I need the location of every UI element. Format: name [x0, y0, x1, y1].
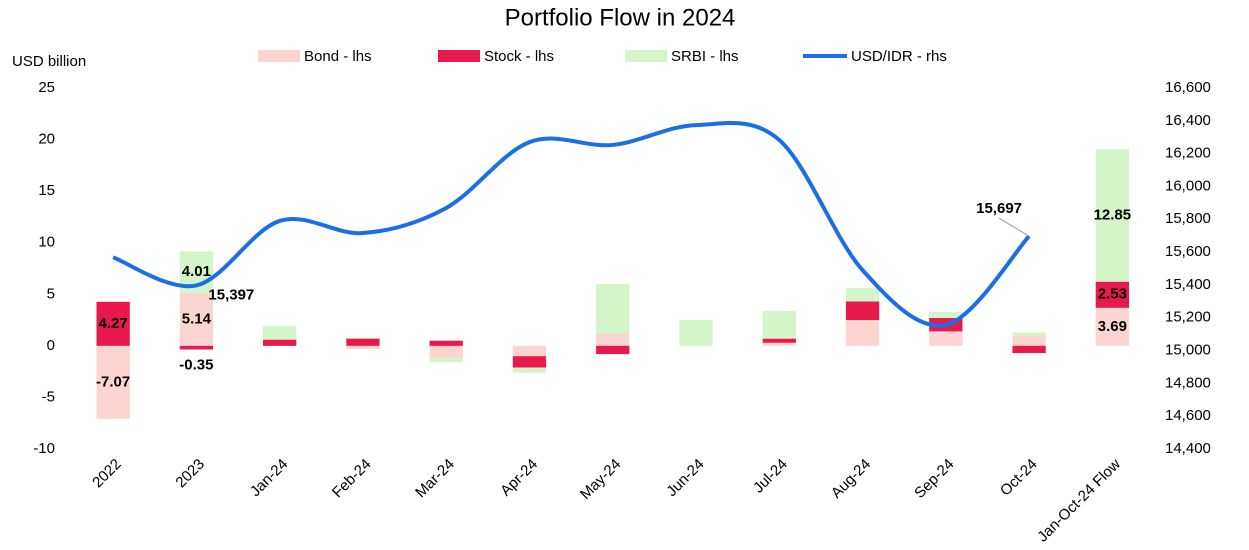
x-tick-label: 2022 — [89, 456, 125, 492]
bar — [929, 311, 963, 319]
x-tick-label: Jan-24 — [247, 456, 291, 500]
legend-label: Stock - lhs — [484, 48, 554, 65]
bar — [1095, 281, 1130, 308]
x-tick-label: Aug-24 — [828, 456, 874, 502]
y-tick-label: 10 — [38, 234, 55, 251]
bar — [346, 337, 380, 339]
bar — [179, 345, 214, 350]
legend-label: Bond - lhs — [304, 48, 372, 65]
data-label: 15,397 — [208, 286, 254, 303]
bar — [346, 345, 380, 349]
bar — [762, 338, 796, 343]
bar — [1095, 149, 1130, 282]
bar — [1095, 307, 1130, 346]
y-tick-label: 15 — [38, 182, 55, 199]
y2-tick-label: 15,400 — [1165, 276, 1211, 293]
data-label: 12.85 — [1094, 206, 1132, 223]
y-axis-label: USD billion — [12, 53, 86, 70]
data-label: 4.01 — [182, 263, 211, 280]
x-tick-label: Mar-24 — [412, 456, 458, 502]
data-label: 2.53 — [1098, 286, 1127, 303]
data-label: 15,697 — [976, 200, 1022, 217]
bar — [512, 367, 547, 373]
bar — [512, 356, 547, 368]
bar — [1012, 335, 1046, 346]
x-tick-label: Feb-24 — [329, 456, 375, 502]
bar — [346, 338, 380, 346]
x-tick-label: Sep-24 — [911, 456, 957, 502]
y2-tick-label: 16,000 — [1165, 177, 1211, 194]
bar — [1012, 332, 1046, 336]
data-label: 4.27 — [99, 315, 128, 332]
bar — [929, 331, 963, 346]
bar — [263, 339, 297, 346]
bar — [1012, 345, 1046, 354]
y2-tick-label: 14,600 — [1165, 407, 1211, 424]
x-tick-label: Jul-24 — [750, 456, 791, 497]
y-tick-label: 20 — [38, 131, 55, 148]
data-label: 5.14 — [182, 310, 212, 327]
bar — [845, 320, 880, 346]
legend-swatch — [625, 50, 667, 62]
data-label: -7.07 — [96, 373, 130, 390]
bar — [263, 326, 297, 340]
leader-line — [998, 217, 1030, 237]
y2-tick-label: 14,800 — [1165, 374, 1211, 391]
bar — [96, 345, 130, 419]
y2-tick-label: 16,200 — [1165, 145, 1211, 162]
y-tick-label: 25 — [38, 79, 55, 96]
y-tick-label: -10 — [33, 440, 55, 457]
y2-tick-label: 15,600 — [1165, 243, 1211, 260]
legend-swatch — [438, 50, 480, 62]
bar — [596, 333, 630, 346]
bar — [596, 283, 630, 334]
bar — [762, 310, 796, 339]
y2-tick-label: 16,600 — [1165, 79, 1211, 96]
bar — [429, 340, 463, 346]
legend-label: SRBI - lhs — [671, 48, 739, 65]
legend-label: USD/IDR - rhs — [851, 48, 947, 65]
x-tick-label: Jan-Oct-24 Flow — [1034, 456, 1124, 546]
chart-title: Portfolio Flow in 2024 — [505, 4, 736, 31]
bar — [845, 288, 880, 302]
bar — [762, 342, 796, 346]
bar — [179, 292, 214, 346]
legend-swatch — [258, 50, 300, 62]
y-tick-label: 5 — [47, 285, 55, 302]
line-series — [112, 121, 1031, 328]
x-tick-label: Apr-24 — [497, 456, 541, 500]
x-tick-label: Oct-24 — [997, 456, 1041, 500]
data-label: 3.69 — [1098, 318, 1127, 335]
bar — [429, 358, 463, 363]
bar — [96, 301, 130, 346]
x-tick-label: Jun-24 — [663, 456, 707, 500]
data-label: -0.35 — [179, 356, 213, 373]
bar — [429, 345, 463, 359]
bar — [596, 345, 630, 355]
y-tick-label: 0 — [47, 337, 55, 354]
y2-tick-label: 15,000 — [1165, 342, 1211, 359]
y2-tick-label: 16,400 — [1165, 112, 1211, 129]
y2-tick-label: 14,400 — [1165, 440, 1211, 457]
x-tick-label: May-24 — [577, 456, 624, 503]
y-tick-label: -5 — [42, 388, 55, 405]
bar — [512, 345, 547, 357]
x-tick-label: 2023 — [172, 456, 208, 492]
bar — [845, 301, 880, 321]
y2-tick-label: 15,800 — [1165, 210, 1211, 227]
y2-tick-label: 15,200 — [1165, 309, 1211, 326]
bar — [679, 320, 713, 346]
